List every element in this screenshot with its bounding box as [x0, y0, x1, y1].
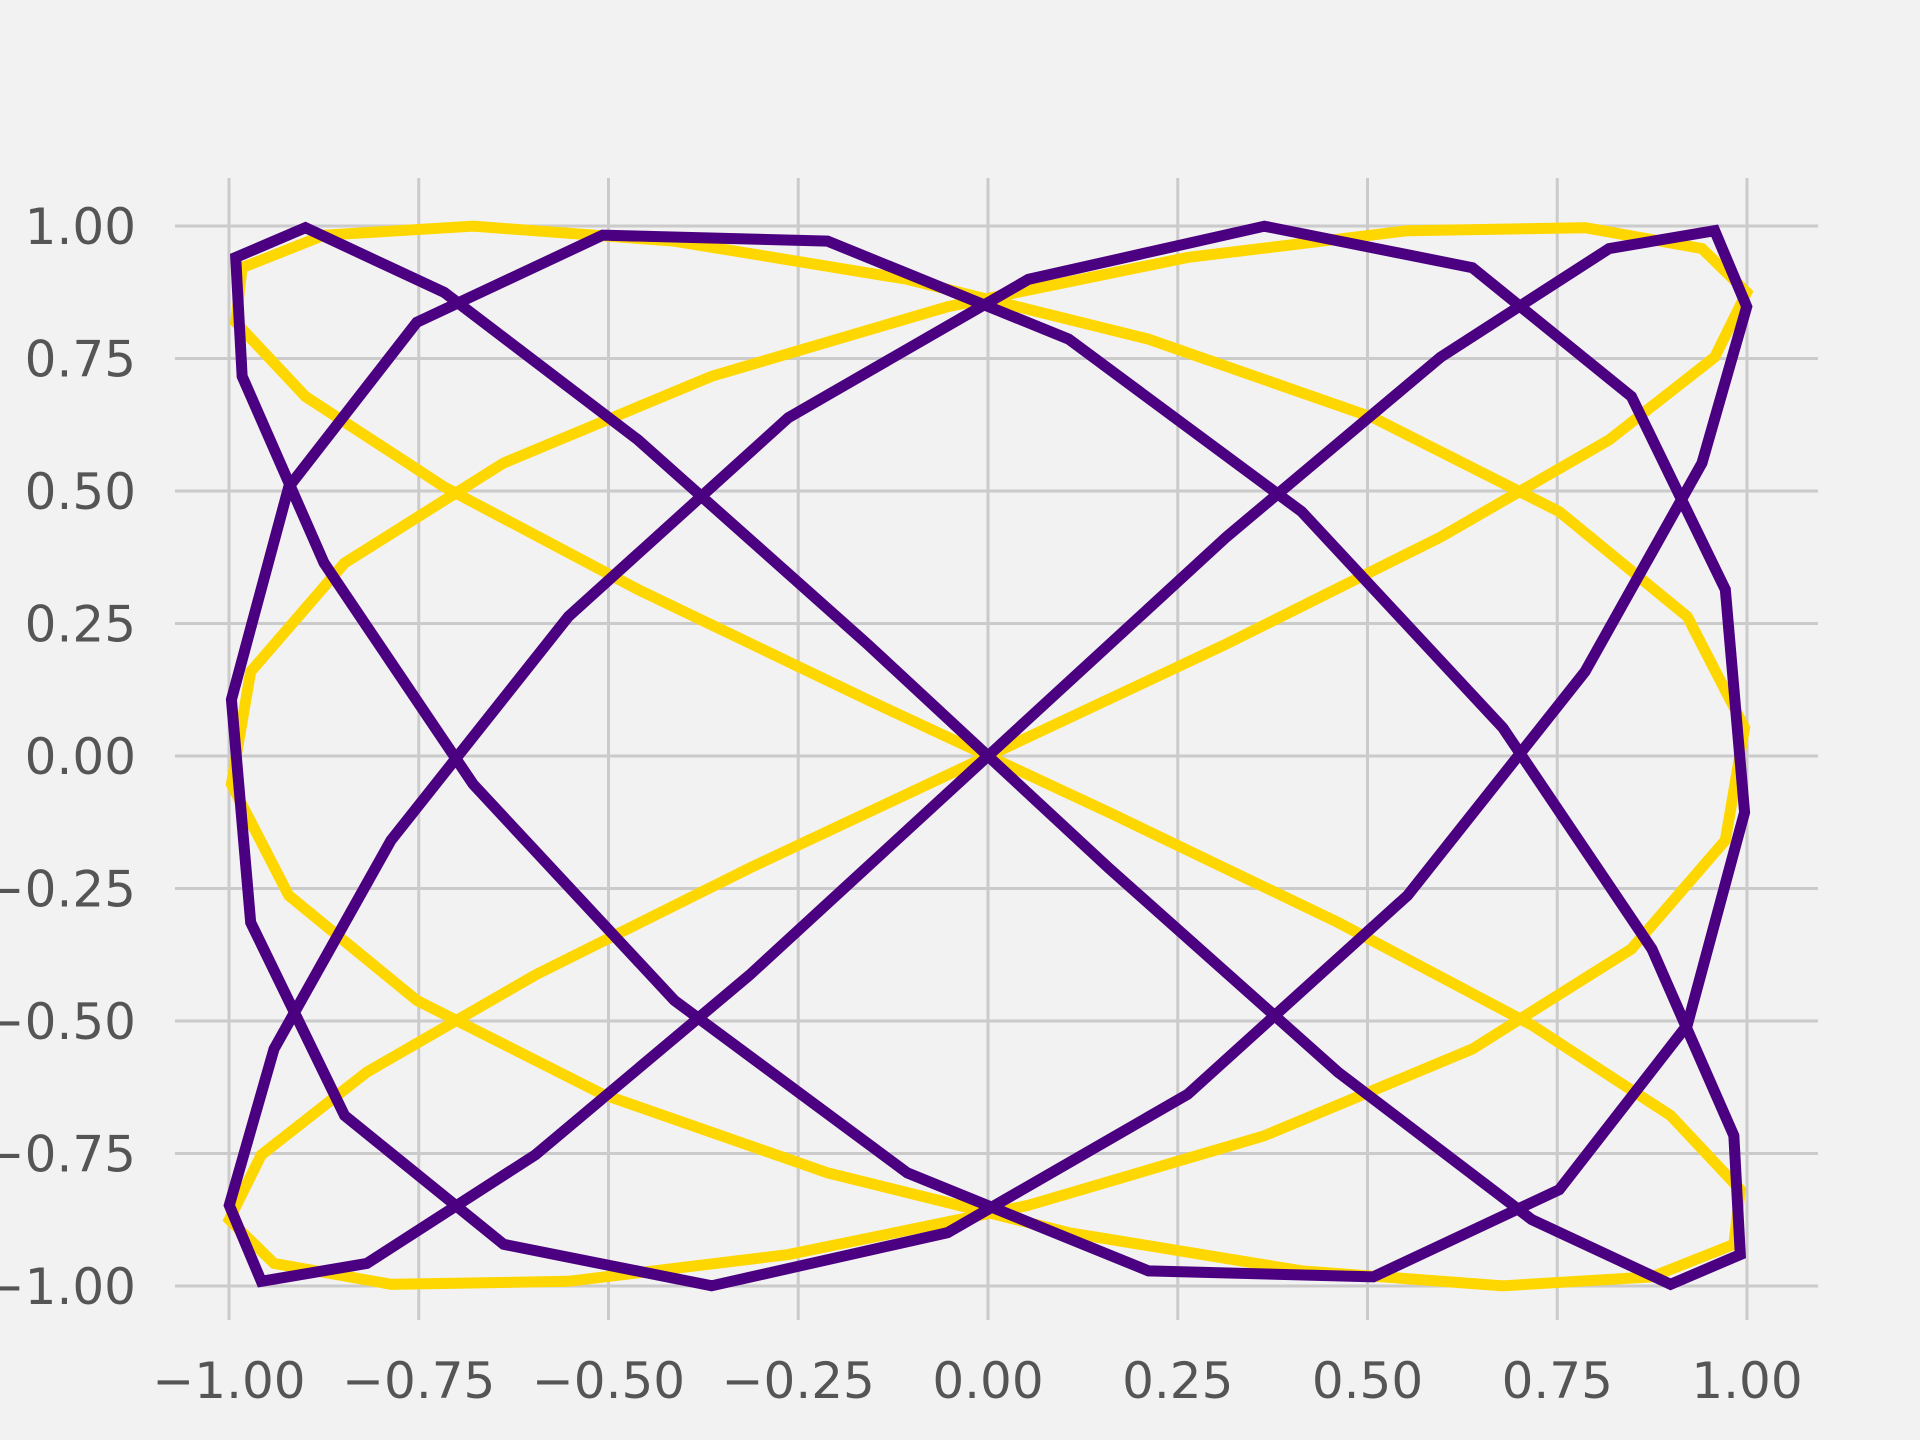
x-axis-ticks: −1.00 −0.75 −0.50 −0.25 0.00 0.25 0.50 0.75 1.00 [152, 1352, 1802, 1410]
x-tick-label: −0.50 [532, 1352, 685, 1410]
y-tick-label: 1.00 [25, 198, 136, 256]
y-tick-label: 0.50 [25, 463, 136, 521]
y-tick-label: 0.75 [25, 331, 136, 389]
x-tick-label: −1.00 [152, 1352, 305, 1410]
y-tick-label: −1.00 [0, 1258, 136, 1316]
series-group [222, 220, 1754, 1292]
y-tick-label: −0.75 [0, 1126, 136, 1184]
y-tick-label: 0.00 [25, 728, 136, 786]
y-axis-ticks: −1.00 −0.75 −0.50 −0.25 0.00 0.25 0.50 0.75 1.00 [0, 198, 136, 1316]
x-tick-label: 0.00 [932, 1352, 1043, 1410]
x-tick-label: 0.25 [1122, 1352, 1233, 1410]
series-line-2 [223, 220, 1753, 1292]
x-tick-label: 0.50 [1312, 1352, 1423, 1410]
y-tick-label: −0.50 [0, 993, 136, 1051]
x-tick-label: −0.75 [342, 1352, 495, 1410]
y-tick-label: 0.25 [25, 596, 136, 654]
x-tick-label: 0.75 [1502, 1352, 1613, 1410]
y-tick-label: −0.25 [0, 861, 136, 919]
x-tick-label: −0.25 [722, 1352, 875, 1410]
x-tick-label: 1.00 [1691, 1352, 1802, 1410]
